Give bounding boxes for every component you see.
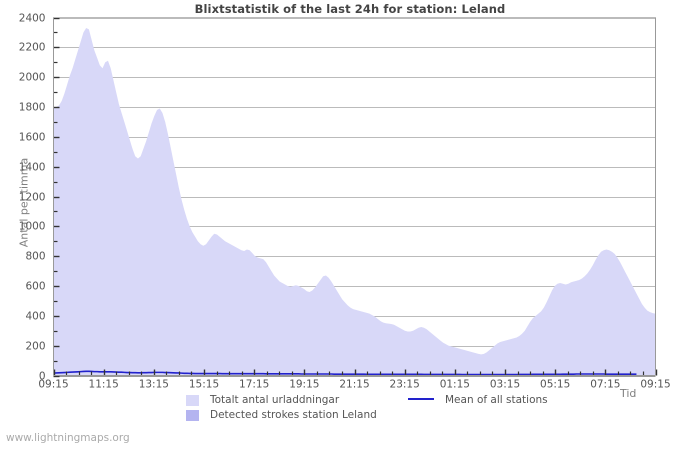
svg-text:400: 400 (25, 311, 45, 323)
legend-label-mean: Mean of all stations (445, 394, 548, 406)
x-axis-label: Tid (620, 387, 637, 400)
svg-text:600: 600 (25, 281, 45, 293)
svg-text:21:15: 21:15 (339, 379, 369, 391)
legend-item-station[interactable]: Detected strokes station Leland (186, 409, 377, 421)
axis-ticks (53, 17, 658, 378)
svg-text:05:15: 05:15 (540, 379, 570, 391)
svg-text:11:15: 11:15 (89, 379, 119, 391)
svg-text:1600: 1600 (19, 132, 46, 144)
footer-url: www.lightningmaps.org (6, 432, 130, 444)
svg-text:19:15: 19:15 (289, 379, 319, 391)
series-layer (53, 27, 656, 376)
legend-line-mean (408, 398, 434, 400)
svg-text:1000: 1000 (19, 221, 46, 233)
y-tick-labels: 0 200 400 600 800 1000 1200 1400 1600 1800 2000 220… (19, 13, 46, 383)
svg-text:13:15: 13:15 (139, 379, 169, 391)
x-tick-labels: 09:15 11:15 13:15 15:15 17:15 19:15 21:15 23:15… (38, 379, 670, 391)
svg-text:1400: 1400 (19, 162, 46, 174)
svg-text:15:15: 15:15 (189, 379, 219, 391)
legend-swatch-total (186, 394, 199, 406)
svg-text:1200: 1200 (19, 192, 46, 204)
plot-frame (53, 17, 656, 376)
svg-text:09:15: 09:15 (640, 379, 670, 391)
svg-text:2000: 2000 (19, 72, 46, 84)
svg-text:200: 200 (25, 341, 45, 353)
svg-text:23:15: 23:15 (390, 379, 420, 391)
svg-text:03:15: 03:15 (490, 379, 520, 391)
svg-text:800: 800 (25, 251, 45, 263)
svg-text:2400: 2400 (19, 13, 46, 25)
legend-label-station: Detected strokes station Leland (210, 409, 377, 421)
legend-item-total[interactable]: Totalt antal urladdningar (186, 394, 339, 406)
svg-text:1800: 1800 (19, 102, 46, 114)
svg-text:17:15: 17:15 (239, 379, 269, 391)
legend-label-total: Totalt antal urladdningar (210, 394, 340, 406)
svg-text:07:15: 07:15 (590, 379, 620, 391)
svg-text:2200: 2200 (19, 42, 46, 54)
svg-text:01:15: 01:15 (440, 379, 470, 391)
svg-text:09:15: 09:15 (38, 379, 68, 391)
legend-swatch-station (186, 409, 199, 421)
legend-item-mean[interactable]: Mean of all stations (408, 394, 548, 406)
chart-title: Blixtstatistik of the last 24h for stati… (194, 2, 506, 16)
svg-text:0: 0 (39, 371, 46, 383)
